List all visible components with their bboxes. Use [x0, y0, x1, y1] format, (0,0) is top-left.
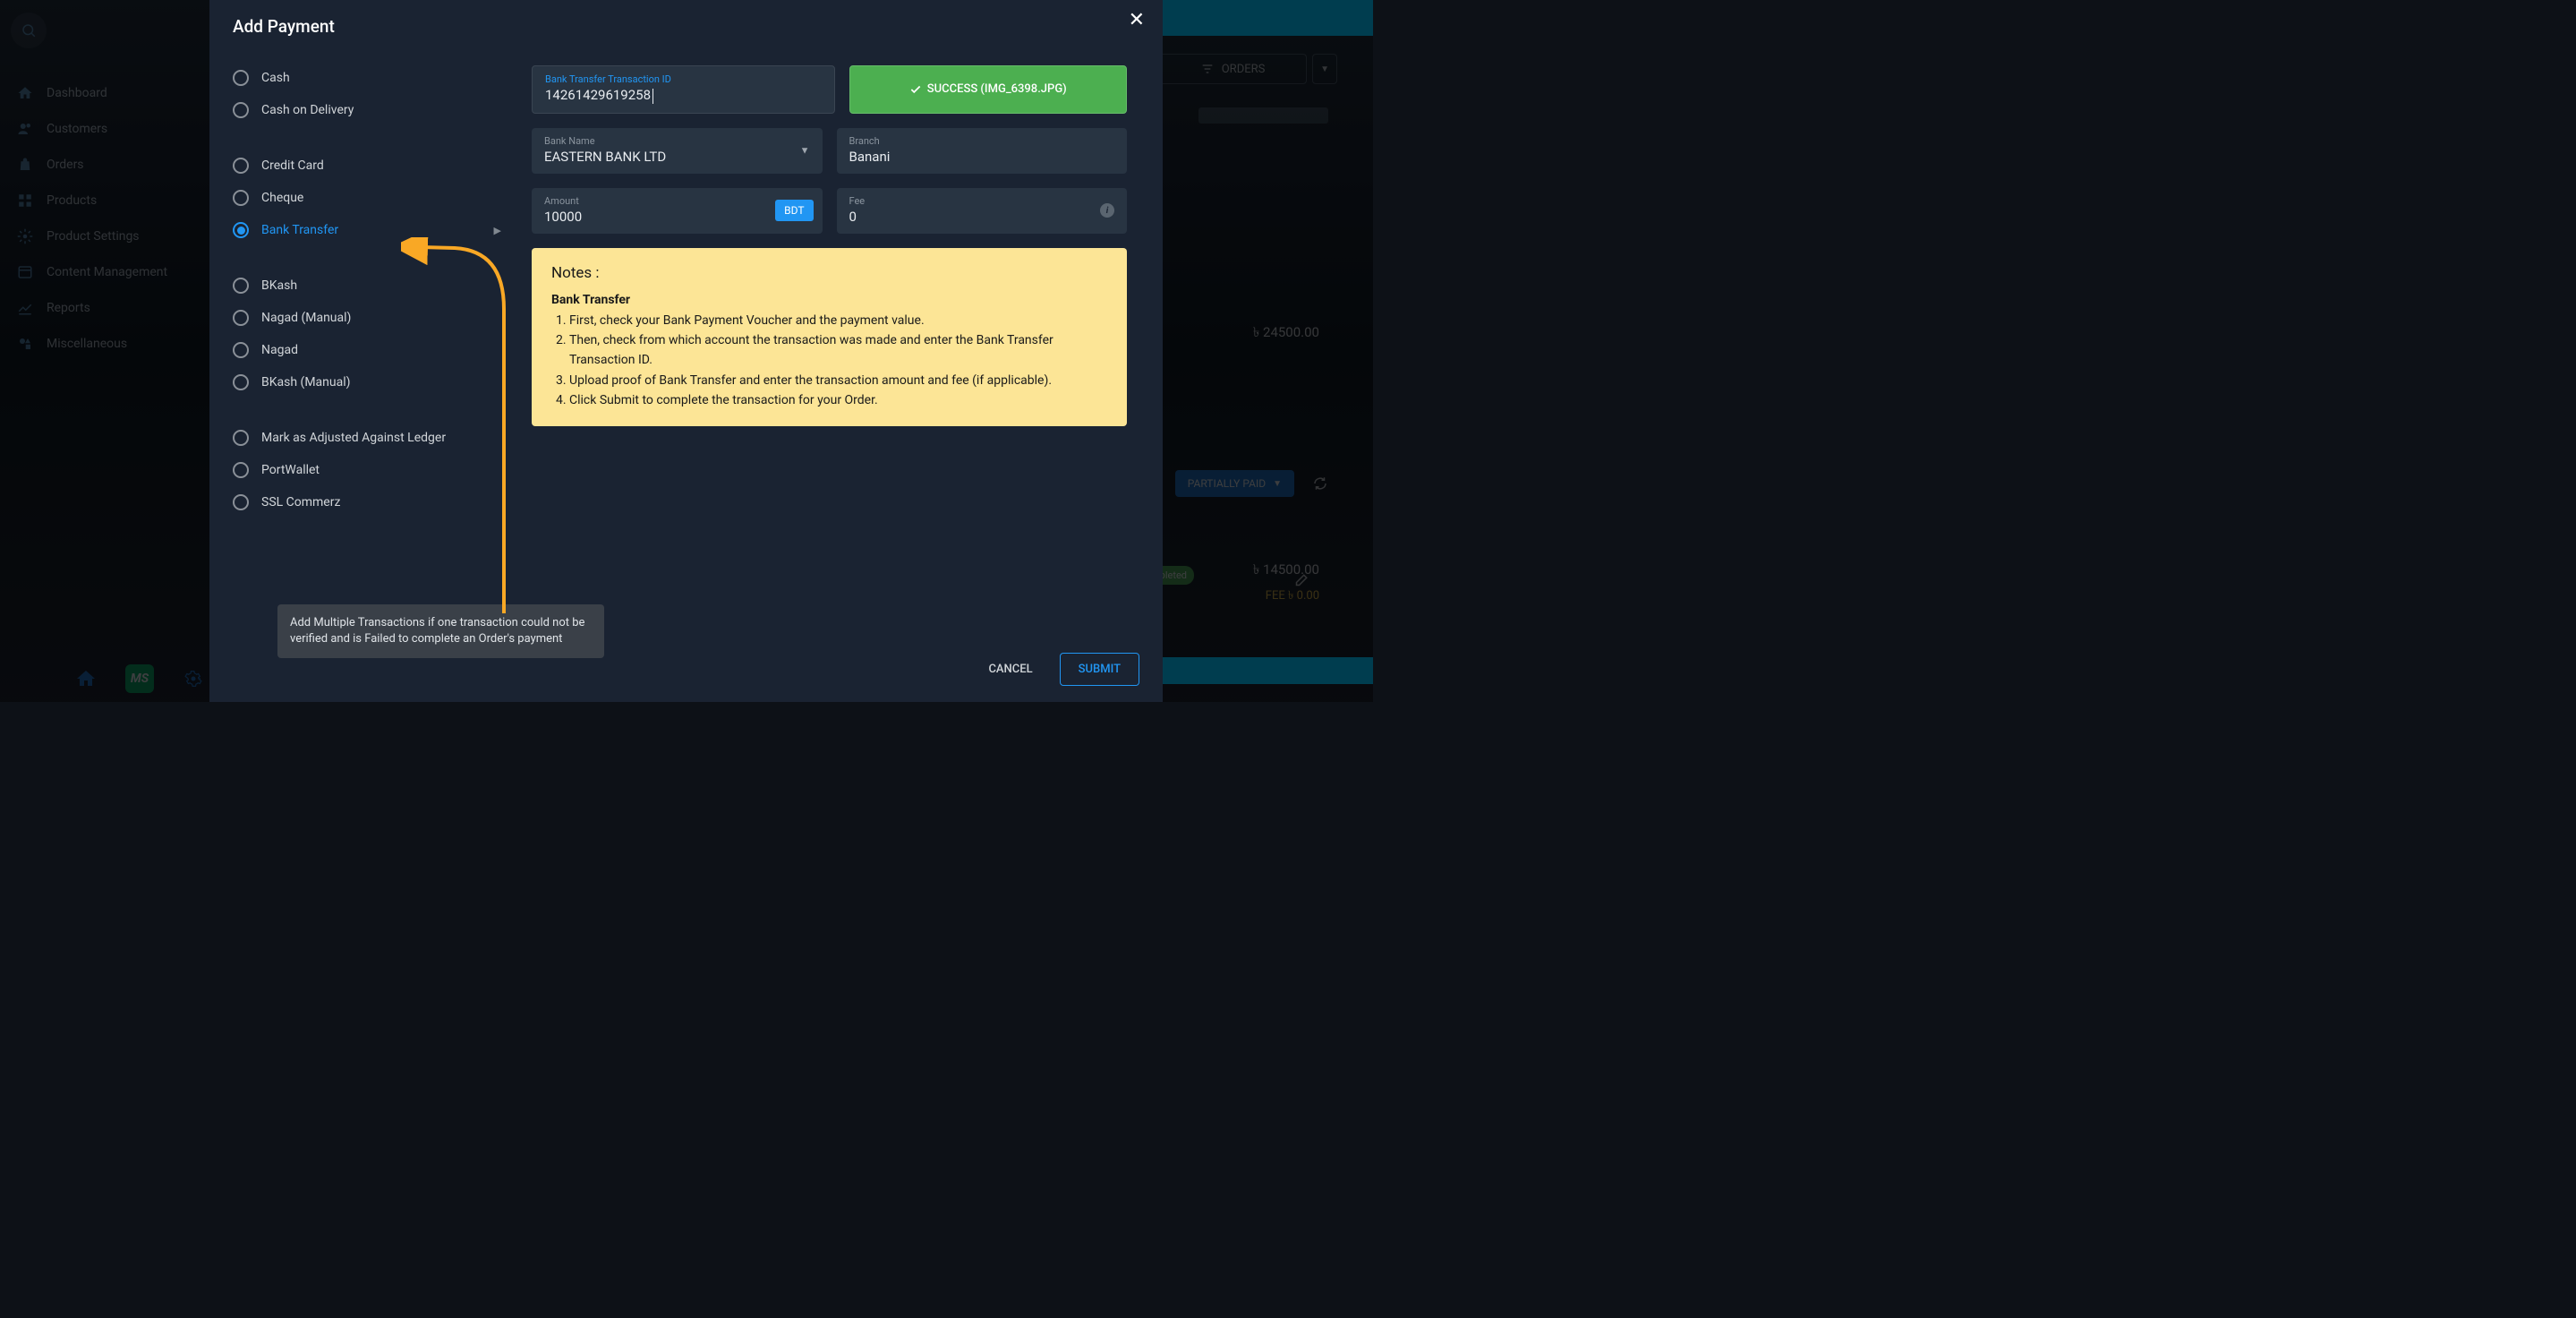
radio-bank-transfer[interactable]: Bank Transfer ▶	[233, 214, 501, 246]
dropdown-icon: ▼	[800, 145, 810, 157]
radio-icon	[233, 222, 249, 238]
modal-title: Add Payment	[233, 16, 335, 37]
add-payment-modal: ✕ Add Payment Cash Cash on Delivery Cred…	[209, 0, 1163, 702]
radio-bkash-manual[interactable]: BKash (Manual)	[233, 366, 501, 398]
radio-cod[interactable]: Cash on Delivery	[233, 94, 501, 126]
notes-box: Notes : Bank Transfer First, check your …	[532, 248, 1127, 427]
radio-icon	[233, 462, 249, 478]
notes-list: First, check your Bank Payment Voucher a…	[551, 311, 1107, 411]
field-label: Fee	[849, 195, 1115, 207]
close-button[interactable]: ✕	[1125, 5, 1148, 35]
radio-cheque[interactable]: Cheque	[233, 182, 501, 214]
radio-icon	[233, 158, 249, 174]
branch-field[interactable]: Branch Banani	[837, 128, 1128, 174]
radio-nagad-manual[interactable]: Nagad (Manual)	[233, 302, 501, 334]
upload-success: SUCCESS (IMG_6398.JPG)	[849, 65, 1128, 114]
radio-nagad[interactable]: Nagad	[233, 334, 501, 366]
notes-item: Click Submit to complete the transaction…	[569, 390, 1107, 410]
form-panel: Bank Transfer Transaction ID 14261429619…	[519, 53, 1139, 640]
notes-item: First, check your Bank Payment Voucher a…	[569, 311, 1107, 330]
radio-icon	[233, 342, 249, 358]
radio-adjusted-ledger[interactable]: Mark as Adjusted Against Ledger	[233, 422, 501, 454]
radio-credit-card[interactable]: Credit Card	[233, 150, 501, 182]
notes-subtitle: Bank Transfer	[551, 293, 1107, 307]
notes-title: Notes :	[551, 264, 1107, 282]
transaction-id-field[interactable]: Bank Transfer Transaction ID 14261429619…	[532, 65, 835, 114]
submit-button[interactable]: SUBMIT	[1060, 653, 1139, 686]
payment-methods: Cash Cash on Delivery Credit Card Cheque	[233, 53, 501, 640]
radio-icon	[233, 494, 249, 510]
chevron-right-icon: ▶	[494, 225, 501, 236]
modal-body: Cash Cash on Delivery Credit Card Cheque	[209, 53, 1163, 640]
currency-badge: BDT	[775, 200, 813, 221]
modal-header: Add Payment	[209, 0, 1163, 53]
field-label: Bank Transfer Transaction ID	[545, 73, 822, 85]
radio-ssl-commerz[interactable]: SSL Commerz	[233, 486, 501, 518]
radio-icon	[233, 430, 249, 446]
radio-icon	[233, 310, 249, 326]
bank-name-field[interactable]: Bank Name EASTERN BANK LTD ▼	[532, 128, 823, 174]
notes-item: Then, check from which account the trans…	[569, 330, 1107, 371]
radio-bkash[interactable]: BKash	[233, 270, 501, 302]
radio-icon	[233, 278, 249, 294]
info-icon[interactable]: i	[1100, 203, 1114, 218]
radio-icon	[233, 190, 249, 206]
radio-icon	[233, 102, 249, 118]
field-label: Branch	[849, 135, 1115, 147]
fee-field[interactable]: Fee 0 i	[837, 188, 1128, 234]
amount-field[interactable]: Amount 10000 BDT	[532, 188, 823, 234]
tooltip-hint: Add Multiple Transactions if one transac…	[277, 604, 604, 658]
radio-cash[interactable]: Cash	[233, 62, 501, 94]
radio-icon	[233, 70, 249, 86]
field-label: Bank Name	[544, 135, 810, 147]
radio-portwallet[interactable]: PortWallet	[233, 454, 501, 486]
cancel-button[interactable]: CANCEL	[974, 653, 1046, 686]
radio-icon	[233, 374, 249, 390]
check-icon	[909, 83, 922, 96]
field-label: Amount	[544, 195, 810, 207]
notes-item: Upload proof of Bank Transfer and enter …	[569, 371, 1107, 390]
